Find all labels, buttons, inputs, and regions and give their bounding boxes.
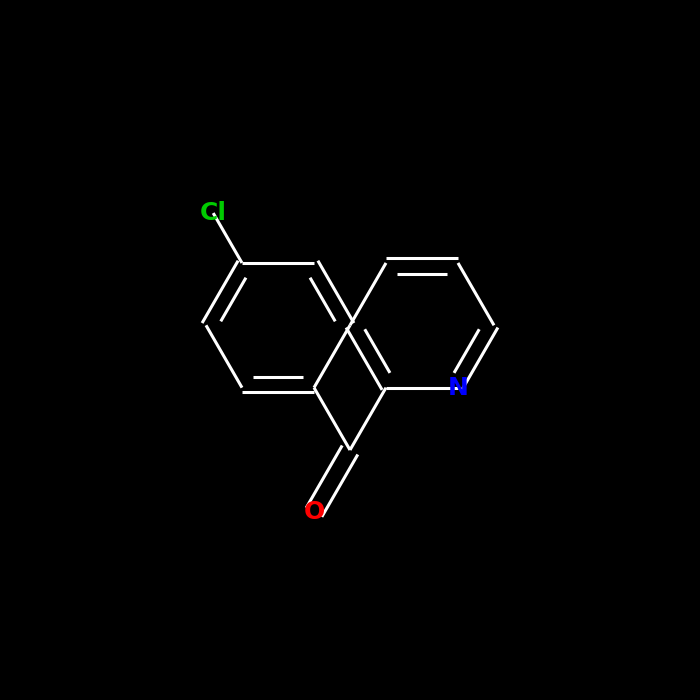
Text: O: O <box>303 500 325 524</box>
Text: N: N <box>447 376 468 400</box>
Text: Cl: Cl <box>199 201 227 225</box>
